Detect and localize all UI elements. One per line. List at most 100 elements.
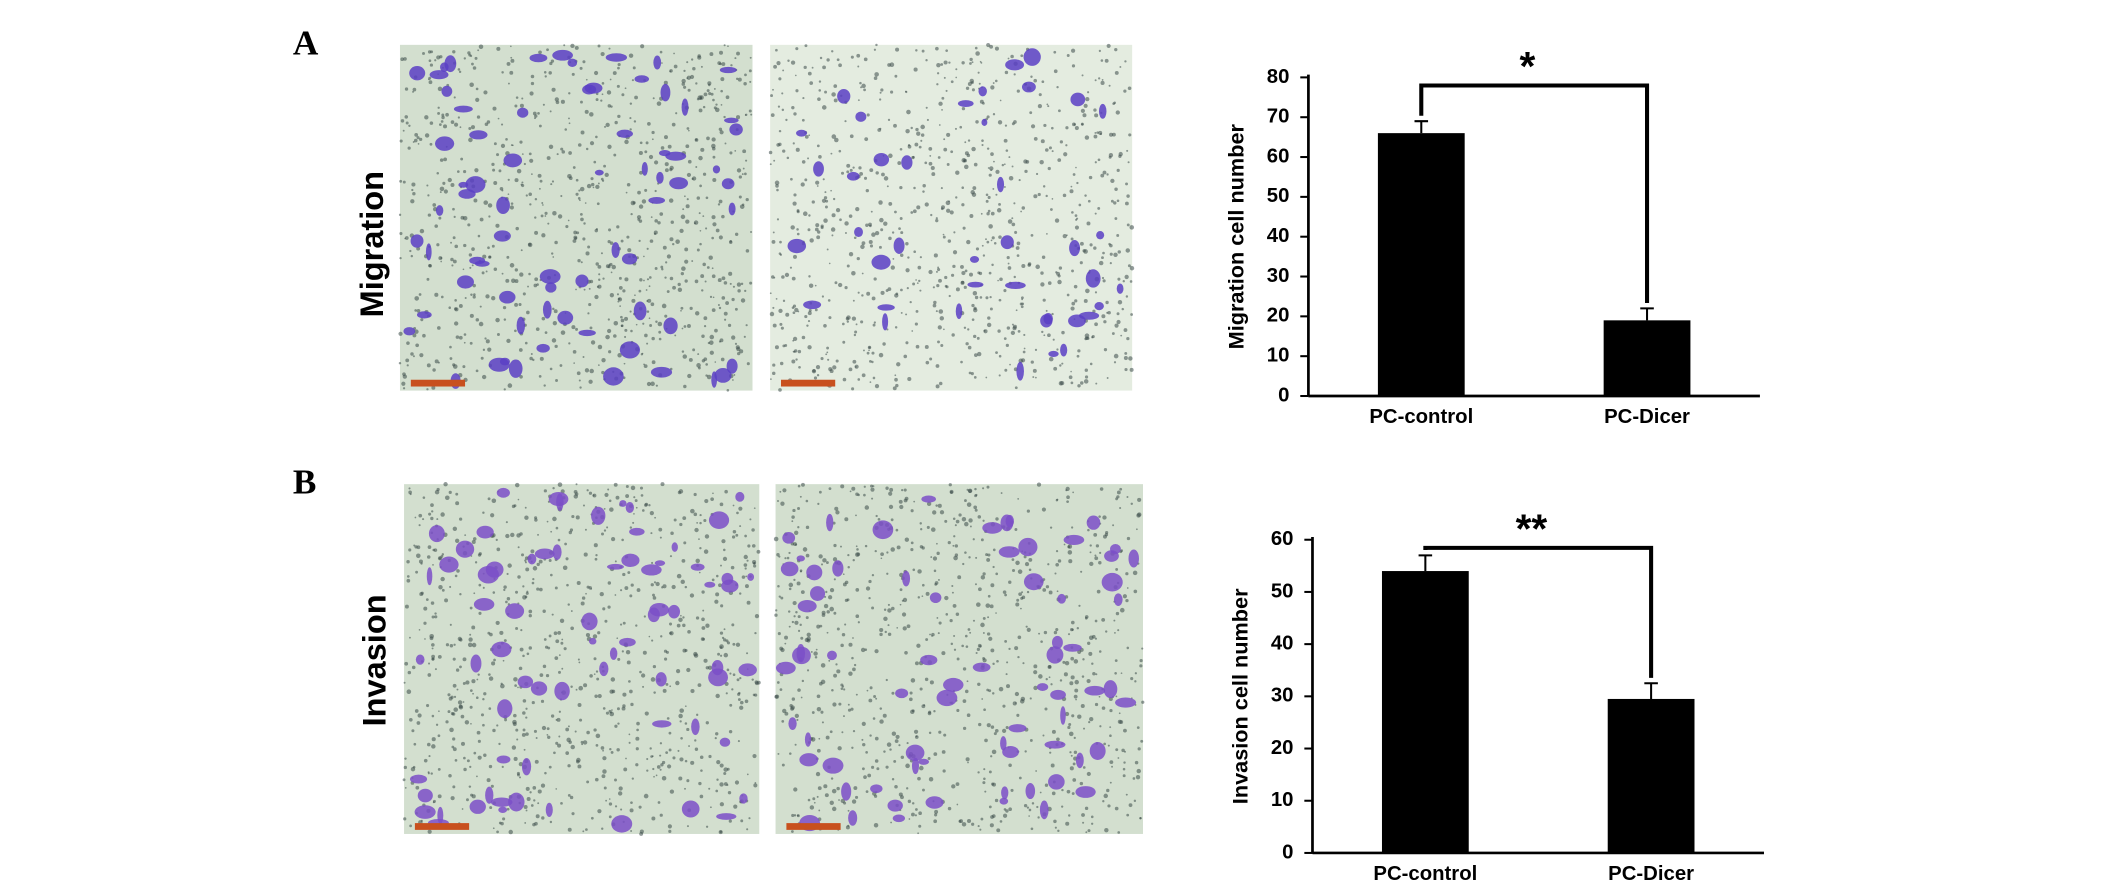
pore (593, 543, 598, 548)
cell (545, 802, 553, 818)
pore (500, 123, 504, 126)
cell (527, 553, 537, 565)
pore (1100, 173, 1105, 178)
pore (888, 153, 893, 159)
cell (1023, 48, 1041, 66)
pore (772, 306, 775, 309)
pore (836, 58, 840, 62)
pore (481, 374, 487, 380)
pore (721, 296, 726, 300)
pore (796, 718, 799, 721)
pore (992, 548, 996, 552)
pore (878, 98, 882, 101)
pore (719, 338, 724, 343)
pore (918, 824, 922, 828)
pore (860, 244, 865, 250)
pore (931, 635, 933, 637)
pore (891, 231, 895, 234)
pore (887, 287, 892, 292)
pore (812, 369, 816, 373)
pore (1087, 528, 1090, 532)
pore (589, 674, 593, 678)
pore (995, 612, 997, 614)
pore (540, 699, 545, 703)
pore (477, 49, 480, 52)
pore (594, 777, 599, 782)
pore (942, 235, 946, 239)
pore (526, 797, 531, 802)
pore (532, 822, 536, 827)
pore (1113, 252, 1118, 258)
pore (648, 635, 651, 638)
pore (412, 141, 415, 143)
pore (700, 65, 703, 68)
cell (1002, 745, 1019, 759)
pore (877, 128, 882, 132)
pore (472, 295, 476, 299)
pore (437, 654, 442, 659)
pore (1084, 616, 1088, 620)
pore (525, 786, 530, 791)
cell (439, 556, 459, 573)
pore (546, 156, 551, 161)
pore (583, 288, 586, 291)
pore (601, 93, 604, 96)
pore (680, 614, 682, 617)
pore (426, 555, 431, 559)
cell (955, 303, 963, 320)
pore (672, 242, 675, 246)
pore (795, 147, 800, 152)
pore (552, 321, 557, 326)
pore (538, 50, 542, 55)
pore (857, 621, 860, 624)
pore (814, 308, 818, 312)
pore (919, 522, 922, 525)
cell (490, 797, 513, 807)
pore (719, 830, 723, 833)
pore (1113, 201, 1117, 205)
pore (1109, 726, 1112, 729)
pore (495, 317, 500, 323)
pore (669, 237, 674, 242)
cell (1048, 350, 1059, 358)
pore (1130, 677, 1134, 681)
pore (865, 188, 869, 193)
pore (793, 193, 797, 197)
pore (487, 347, 492, 352)
pore (1132, 777, 1136, 780)
pore (933, 253, 938, 258)
pore (924, 677, 929, 682)
pore (986, 632, 991, 636)
pore (847, 703, 850, 706)
pore (538, 187, 541, 190)
pore (559, 618, 565, 624)
y-axis-label: Invasion cell number (1228, 588, 1253, 804)
pore (1039, 791, 1042, 794)
pore (1029, 697, 1032, 700)
pore (1117, 250, 1121, 254)
pore (470, 722, 472, 725)
pore (680, 579, 685, 585)
pore (505, 521, 508, 524)
pore (732, 673, 736, 677)
pore (981, 143, 984, 147)
pore (589, 141, 595, 146)
pore (851, 270, 856, 276)
pore (879, 632, 883, 637)
pore (950, 80, 954, 84)
pore (565, 727, 570, 732)
pore (796, 228, 799, 231)
pore (744, 172, 747, 176)
pore (662, 245, 667, 250)
pore (661, 775, 667, 781)
pore (471, 625, 476, 630)
pore (1068, 722, 1072, 726)
pore (860, 647, 866, 653)
pore (533, 729, 537, 733)
pore (732, 504, 735, 507)
pore (449, 623, 452, 626)
pore (821, 613, 826, 617)
pore (478, 321, 484, 327)
pore (1011, 217, 1014, 220)
pore (848, 671, 853, 676)
